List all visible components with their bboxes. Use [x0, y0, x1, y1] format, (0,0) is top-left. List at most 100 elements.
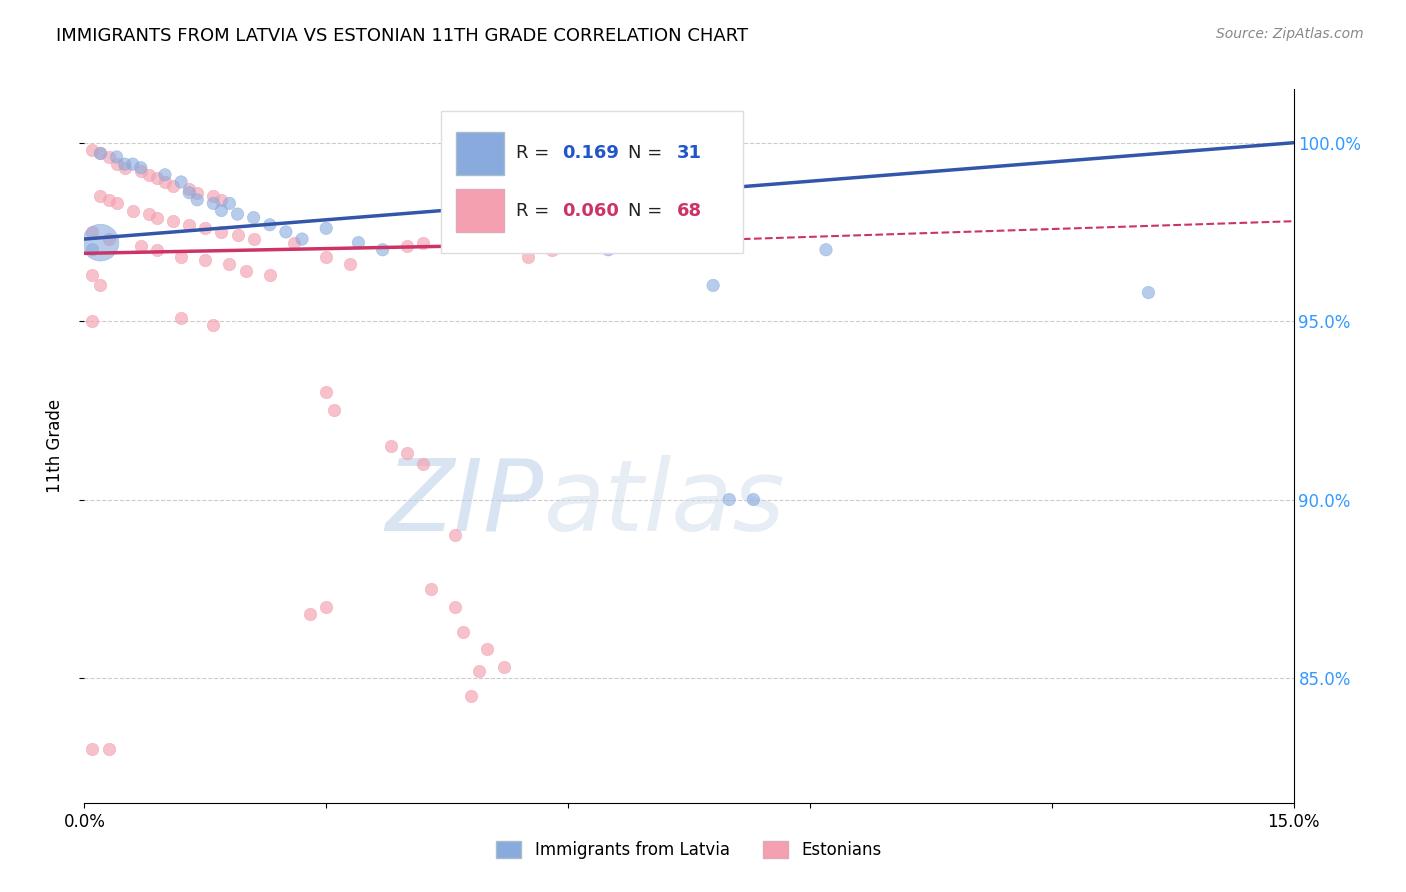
Point — [162, 178, 184, 193]
Point — [702, 278, 724, 293]
Point — [179, 218, 201, 232]
Point — [82, 268, 104, 282]
Text: IMMIGRANTS FROM LATVIA VS ESTONIAN 11TH GRADE CORRELATION CHART: IMMIGRANTS FROM LATVIA VS ESTONIAN 11TH … — [56, 27, 748, 45]
Point — [82, 742, 104, 756]
Text: R =: R = — [516, 145, 555, 162]
Point — [186, 186, 208, 200]
Point — [541, 225, 564, 239]
Point — [105, 157, 128, 171]
Point — [283, 235, 305, 250]
Point — [138, 207, 160, 221]
Text: N =: N = — [628, 202, 668, 219]
Point — [146, 171, 169, 186]
Point — [235, 264, 257, 278]
Point — [89, 189, 111, 203]
Point — [97, 232, 120, 246]
Point — [274, 225, 297, 239]
Point — [170, 310, 193, 325]
Point — [97, 742, 120, 756]
Point — [179, 182, 201, 196]
Point — [420, 582, 443, 596]
Point — [451, 624, 474, 639]
Point — [460, 689, 482, 703]
Point — [202, 196, 225, 211]
Point — [121, 203, 143, 218]
Point — [477, 642, 499, 657]
Point — [97, 150, 120, 164]
Point — [114, 161, 136, 175]
Point — [209, 193, 232, 207]
Point — [395, 446, 418, 460]
Point — [82, 225, 104, 239]
Point — [259, 218, 281, 232]
Text: atlas: atlas — [544, 455, 786, 551]
Point — [451, 225, 474, 239]
Point — [114, 157, 136, 171]
Text: 0.169: 0.169 — [562, 145, 619, 162]
Point — [97, 193, 120, 207]
Point — [621, 235, 644, 250]
Text: N =: N = — [628, 145, 668, 162]
Point — [501, 235, 523, 250]
Point — [598, 243, 620, 257]
Point — [146, 211, 169, 225]
Point — [395, 239, 418, 253]
Point — [315, 221, 337, 235]
Point — [194, 253, 217, 268]
Point — [1137, 285, 1160, 300]
Point — [202, 189, 225, 203]
Point — [153, 175, 176, 189]
Point — [339, 257, 361, 271]
Point — [138, 168, 160, 182]
Point — [742, 492, 765, 507]
Point — [218, 196, 240, 211]
Point — [179, 186, 201, 200]
Point — [291, 232, 314, 246]
Point — [323, 403, 346, 417]
Point — [541, 243, 564, 257]
Point — [259, 268, 281, 282]
Point — [516, 250, 538, 264]
Point — [718, 492, 741, 507]
Point — [412, 457, 434, 471]
FancyBboxPatch shape — [456, 189, 503, 232]
Point — [371, 243, 394, 257]
Point — [226, 228, 249, 243]
Point — [82, 314, 104, 328]
Point — [170, 175, 193, 189]
Point — [209, 225, 232, 239]
Point — [105, 150, 128, 164]
Point — [242, 211, 264, 225]
Point — [129, 164, 152, 178]
Point — [162, 214, 184, 228]
Text: 31: 31 — [676, 145, 702, 162]
Point — [146, 243, 169, 257]
Point — [380, 439, 402, 453]
Point — [186, 193, 208, 207]
Text: ZIP: ZIP — [385, 455, 544, 551]
Point — [89, 235, 111, 250]
Text: Source: ZipAtlas.com: Source: ZipAtlas.com — [1216, 27, 1364, 41]
Point — [218, 257, 240, 271]
Point — [299, 607, 322, 621]
Point — [814, 243, 837, 257]
Point — [347, 235, 370, 250]
Point — [121, 157, 143, 171]
Point — [315, 599, 337, 614]
Text: 0.060: 0.060 — [562, 202, 619, 219]
Point — [82, 243, 104, 257]
Point — [209, 203, 232, 218]
Point — [315, 250, 337, 264]
Point — [226, 207, 249, 221]
Point — [637, 235, 659, 250]
Point — [89, 146, 111, 161]
Point — [412, 235, 434, 250]
Point — [129, 239, 152, 253]
FancyBboxPatch shape — [456, 132, 503, 175]
Legend: Immigrants from Latvia, Estonians: Immigrants from Latvia, Estonians — [489, 834, 889, 866]
Point — [242, 232, 264, 246]
Point — [492, 660, 515, 674]
Point — [202, 318, 225, 332]
Point — [89, 278, 111, 293]
Point — [444, 528, 467, 542]
